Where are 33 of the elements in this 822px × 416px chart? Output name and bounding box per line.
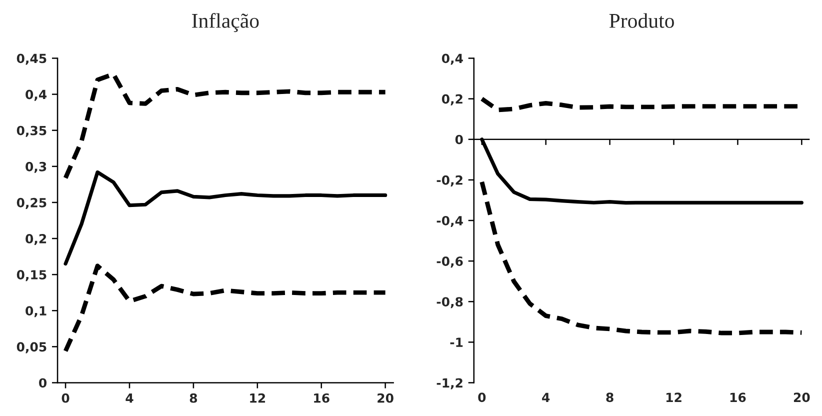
- y-tick-label: 0,35: [16, 126, 46, 137]
- y-tick-label: -0,8: [436, 297, 463, 308]
- y-tick-label: -1: [450, 338, 463, 347]
- x-tick-label: 4: [542, 392, 550, 402]
- y-tick-label: 0,2: [442, 94, 462, 106]
- y-tick-label: -0,4: [436, 216, 463, 228]
- y-tick-label: 0,45: [16, 54, 46, 65]
- x-tick-label: 8: [190, 393, 198, 403]
- y-tick-label: 0,3: [26, 162, 46, 173]
- chart-title: Inflação: [192, 13, 259, 32]
- y-tick-label: -0,2: [436, 175, 462, 186]
- x-tick-label: 0: [478, 392, 486, 402]
- y-tick-label: 0: [455, 134, 463, 144]
- y-tick-label: -0,6: [436, 256, 463, 268]
- x-tick-label: 16: [314, 393, 330, 403]
- x-tick-label: 4: [126, 394, 134, 403]
- x-tick-label: 16: [730, 392, 746, 402]
- x-tick-label: 20: [378, 393, 394, 403]
- y-tick-label: 0,4: [442, 54, 463, 65]
- chart-title: Produto: [609, 13, 674, 28]
- y-tick-label: 0,4: [26, 90, 47, 101]
- x-tick-label: 20: [794, 392, 810, 402]
- y-tick-label: 0,25: [16, 198, 46, 209]
- x-tick-label: 12: [250, 393, 266, 403]
- x-tick-label: 12: [666, 392, 682, 402]
- y-tick-label: 0,15: [16, 270, 46, 282]
- y-tick-label: 0,2: [26, 234, 46, 246]
- y-tick-label: -1,2: [436, 378, 462, 390]
- y-tick-label: 0,05: [16, 342, 46, 354]
- x-tick-label: 8: [606, 392, 614, 402]
- x-tick-label: 0: [62, 393, 70, 403]
- y-tick-label: 0,1: [26, 306, 46, 318]
- y-tick-label: 0: [39, 378, 47, 388]
